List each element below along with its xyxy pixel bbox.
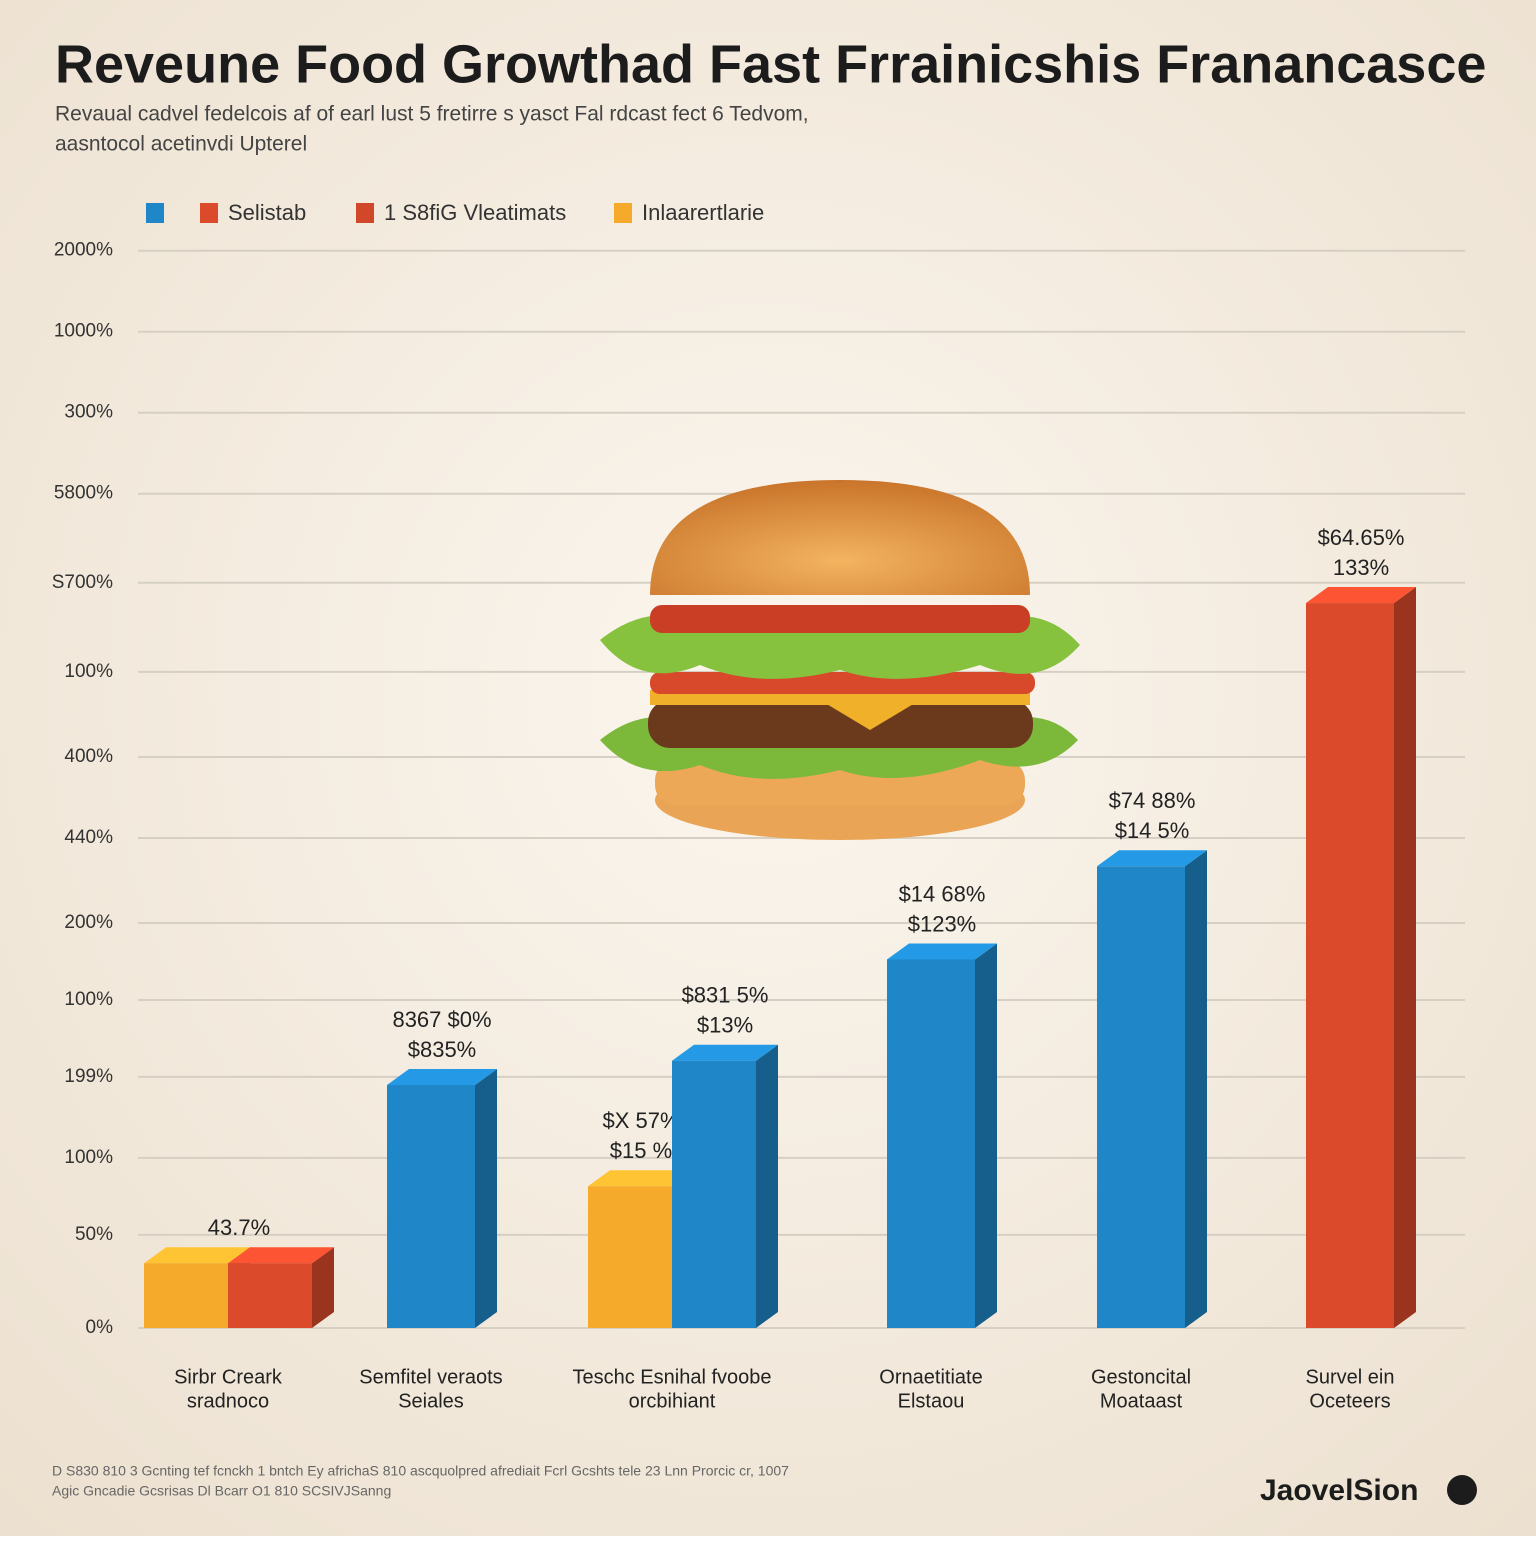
- bar-side: [756, 1044, 778, 1328]
- y-tick-label: 0%: [86, 1317, 114, 1338]
- y-tick-label: 5800%: [54, 483, 113, 504]
- bar-side: [1185, 850, 1207, 1328]
- legend-swatch: [356, 203, 374, 223]
- y-tick-label: 440%: [64, 827, 113, 848]
- bar-top: [672, 1044, 778, 1061]
- subtitle: aasntocol acetinvdi Upterel: [55, 133, 307, 156]
- data-label: $14 5%: [1115, 818, 1190, 843]
- y-tick-label: S700%: [52, 572, 113, 593]
- data-label: $14 68%: [899, 881, 986, 906]
- legend-swatch: [146, 203, 164, 223]
- footer: D S830 810 3 Gcnting tef fcnckh 1 bntch …: [52, 1463, 789, 1479]
- bar: [887, 959, 975, 1328]
- x-tick-label: Semfitel veraots: [359, 1366, 502, 1388]
- x-tick-label: Gestoncital: [1091, 1366, 1191, 1388]
- x-tick-label: Survel ein: [1306, 1366, 1395, 1388]
- y-tick-label: 100%: [64, 989, 113, 1010]
- y-tick-label: 400%: [64, 746, 113, 767]
- data-label: $X 57%: [602, 1108, 679, 1133]
- bar-top: [228, 1247, 334, 1264]
- data-label: $835%: [408, 1037, 477, 1062]
- bar-side: [975, 943, 997, 1328]
- x-tick-label: Seiales: [398, 1390, 464, 1412]
- subtitle: Revaual cadvel fedelcois af of earl lust…: [55, 103, 809, 126]
- bar: [1306, 603, 1394, 1328]
- data-label: 133%: [1333, 555, 1389, 580]
- bar-side: [312, 1247, 334, 1328]
- y-tick-label: 200%: [64, 912, 113, 933]
- x-tick-label: Elstaou: [898, 1390, 965, 1412]
- bar: [228, 1263, 312, 1328]
- data-label: $15 %: [610, 1138, 672, 1163]
- legend-label: Inlaarertlarie: [642, 200, 764, 225]
- legend-swatch: [614, 203, 632, 223]
- bar-side: [475, 1069, 497, 1328]
- data-label: 8367 $0%: [392, 1007, 491, 1032]
- legend-label: 1 S8fiG Vleatimats: [384, 200, 566, 225]
- bar-top: [387, 1069, 497, 1085]
- data-label: $123%: [908, 911, 977, 936]
- data-label: 43.7%: [208, 1215, 270, 1240]
- legend-label: Selistab: [228, 200, 306, 225]
- data-label: $74 88%: [1109, 788, 1196, 813]
- y-tick-label: 199%: [64, 1066, 113, 1087]
- x-tick-label: Ornaetitiate: [879, 1366, 982, 1388]
- y-tick-label: 300%: [64, 402, 113, 423]
- x-tick-label: Oceteers: [1309, 1390, 1390, 1412]
- bar: [672, 1060, 756, 1328]
- legend-swatch: [200, 203, 218, 223]
- y-tick-label: 100%: [64, 1147, 113, 1168]
- data-label: $13%: [697, 1013, 753, 1038]
- y-tick-label: 2000%: [54, 240, 113, 261]
- chart-title: Reveune Food Growthad Fast Frrainicshis …: [55, 34, 1486, 94]
- bar-top: [887, 943, 997, 960]
- bar: [588, 1186, 672, 1328]
- bar-top: [1306, 587, 1416, 604]
- bar: [1097, 866, 1185, 1328]
- y-tick-label: 1000%: [54, 321, 113, 342]
- data-label: $64.65%: [1318, 525, 1405, 550]
- x-tick-label: Teschc Esnihal fvoobe: [572, 1366, 771, 1388]
- burger-illustration: [600, 480, 1080, 840]
- x-tick-label: Sirbr Creark: [174, 1366, 283, 1388]
- x-tick-label: sradnoco: [187, 1390, 269, 1412]
- brand: JaovelSion: [1260, 1474, 1418, 1507]
- bar-top: [1097, 850, 1207, 867]
- y-tick-label: 100%: [64, 661, 113, 682]
- y-tick-label: 50%: [75, 1224, 113, 1245]
- brand-logo: [1447, 1475, 1477, 1505]
- x-tick-label: orcbihiant: [629, 1390, 716, 1412]
- bar: [144, 1263, 228, 1328]
- footer: Agic Gncadie Gcsrisas Dl Bcarr O1 810 SC…: [52, 1483, 391, 1499]
- bar-top: [588, 1170, 694, 1187]
- bar: [387, 1085, 475, 1328]
- x-tick-label: Moataast: [1100, 1390, 1183, 1412]
- bar-top: [144, 1247, 250, 1264]
- data-label: $831 5%: [682, 983, 769, 1008]
- bar-side: [1394, 587, 1416, 1328]
